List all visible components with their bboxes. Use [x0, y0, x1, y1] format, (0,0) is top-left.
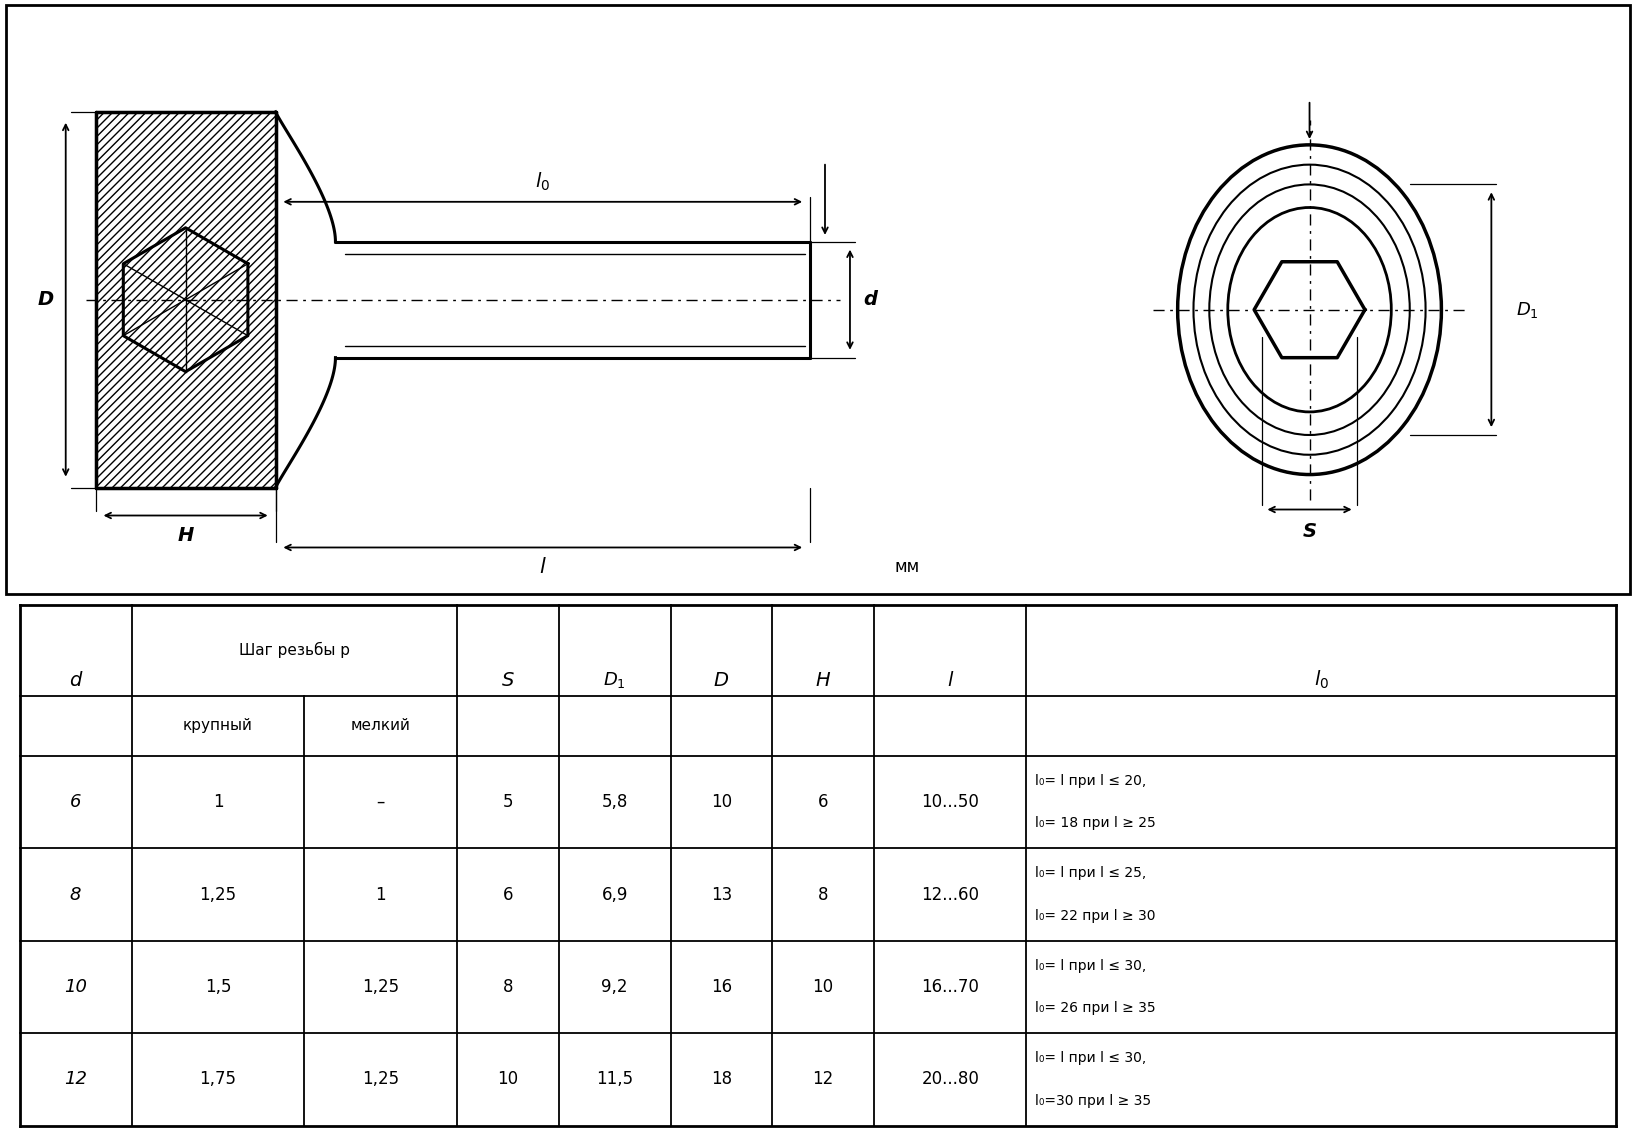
Text: $l$: $l$ — [947, 671, 954, 690]
Text: Шаг резьбы p: Шаг резьбы p — [239, 642, 350, 658]
Text: 10: 10 — [813, 978, 834, 996]
Text: l₀=30 при l ≥ 35: l₀=30 при l ≥ 35 — [1034, 1094, 1150, 1107]
Text: l₀= 26 при l ≥ 35: l₀= 26 при l ≥ 35 — [1034, 1001, 1155, 1016]
Text: $l_0$: $l_0$ — [1314, 670, 1328, 691]
Text: 8: 8 — [818, 886, 828, 904]
Text: 16...70: 16...70 — [921, 978, 980, 996]
Text: $l$: $l$ — [538, 558, 546, 578]
Text: l₀= l при l ≤ 20,: l₀= l при l ≤ 20, — [1034, 774, 1145, 788]
Text: l₀= l при l ≤ 25,: l₀= l при l ≤ 25, — [1034, 866, 1145, 880]
Text: d: d — [69, 671, 82, 690]
Text: 1,25: 1,25 — [362, 1070, 399, 1088]
Text: 20...80: 20...80 — [921, 1070, 980, 1088]
Text: 18: 18 — [710, 1070, 731, 1088]
Text: 9,2: 9,2 — [602, 978, 628, 996]
Text: 12...60: 12...60 — [921, 886, 980, 904]
Text: D: D — [38, 291, 54, 309]
Text: 8: 8 — [502, 978, 514, 996]
Text: 10: 10 — [710, 793, 731, 811]
Text: 13: 13 — [710, 886, 731, 904]
Text: H: H — [177, 526, 193, 545]
Text: 8: 8 — [70, 886, 82, 904]
Text: 1,25: 1,25 — [362, 978, 399, 996]
Text: 5: 5 — [502, 793, 514, 811]
Text: мелкий: мелкий — [350, 718, 411, 733]
Text: 5,8: 5,8 — [602, 793, 628, 811]
Text: H: H — [816, 671, 831, 690]
Text: l₀= 22 при l ≥ 30: l₀= 22 при l ≥ 30 — [1034, 909, 1155, 923]
Text: 10...50: 10...50 — [921, 793, 980, 811]
Text: 12: 12 — [64, 1070, 87, 1088]
Text: 6,9: 6,9 — [602, 886, 628, 904]
Text: 6: 6 — [70, 793, 82, 811]
Text: d: d — [862, 291, 877, 309]
Text: 1: 1 — [375, 886, 386, 904]
Bar — [95, 112, 275, 487]
Text: 10: 10 — [64, 978, 87, 996]
Text: $D_1$: $D_1$ — [1517, 300, 1539, 320]
Text: 11,5: 11,5 — [596, 1070, 633, 1088]
Text: 10: 10 — [497, 1070, 519, 1088]
Text: 1,5: 1,5 — [204, 978, 231, 996]
Text: 1,75: 1,75 — [200, 1070, 237, 1088]
Text: 12: 12 — [813, 1070, 834, 1088]
Text: S: S — [502, 671, 514, 690]
Text: l₀= l при l ≤ 30,: l₀= l при l ≤ 30, — [1034, 1051, 1145, 1065]
Text: –: – — [376, 793, 384, 811]
Text: 1,25: 1,25 — [200, 886, 237, 904]
Text: 6: 6 — [818, 793, 828, 811]
Text: l₀= l при l ≤ 30,: l₀= l при l ≤ 30, — [1034, 959, 1145, 973]
Text: 6: 6 — [502, 886, 514, 904]
Text: D: D — [713, 671, 730, 690]
Text: S: S — [1302, 523, 1317, 541]
Bar — [97, 113, 275, 486]
Text: l₀= 18 при l ≥ 25: l₀= 18 при l ≥ 25 — [1034, 817, 1155, 830]
Text: крупный: крупный — [183, 718, 254, 733]
Text: $D_1$: $D_1$ — [604, 671, 627, 690]
Text: $l_0$: $l_0$ — [535, 171, 550, 193]
Text: мм: мм — [895, 559, 919, 577]
Text: 1: 1 — [213, 793, 222, 811]
Text: 16: 16 — [710, 978, 731, 996]
